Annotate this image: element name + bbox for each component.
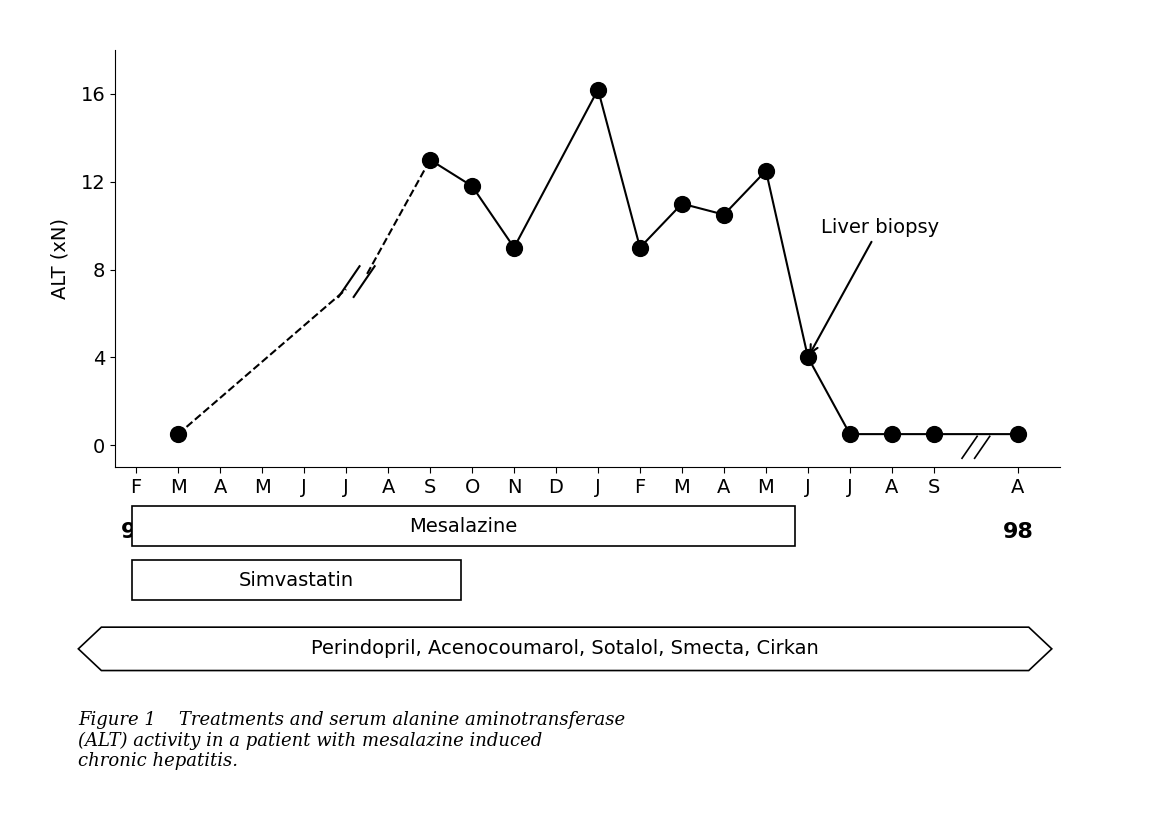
Point	[925, 428, 943, 441]
Polygon shape	[78, 627, 1052, 671]
Text: Figure 1    Treatments and serum alanine aminotransferase
(ALT) activity in a pa: Figure 1 Treatments and serum alanine am…	[78, 711, 626, 771]
Point	[420, 153, 439, 167]
Text: Liver biopsy: Liver biopsy	[810, 218, 939, 353]
Point	[505, 241, 523, 254]
Point	[169, 428, 188, 441]
Point	[631, 241, 650, 254]
Y-axis label: ALT (xN): ALT (xN)	[51, 218, 69, 299]
Text: 97: 97	[583, 522, 614, 542]
Bar	[132, 560, 461, 600]
Point	[714, 208, 733, 221]
Point	[1009, 428, 1028, 441]
Point	[757, 164, 775, 178]
Point	[589, 83, 607, 96]
Point	[882, 428, 901, 441]
Point	[841, 428, 859, 441]
Point	[798, 350, 817, 364]
Text: 96: 96	[121, 522, 152, 542]
Text: Perindopril, Acenocoumarol, Sotalol, Smecta, Cirkan: Perindopril, Acenocoumarol, Sotalol, Sme…	[311, 640, 819, 658]
Bar	[132, 506, 795, 546]
Text: Simvastatin: Simvastatin	[240, 571, 354, 590]
Text: Mesalazine: Mesalazine	[410, 517, 517, 535]
Text: 98: 98	[1002, 522, 1033, 542]
Point	[673, 197, 691, 210]
Point	[463, 179, 482, 193]
